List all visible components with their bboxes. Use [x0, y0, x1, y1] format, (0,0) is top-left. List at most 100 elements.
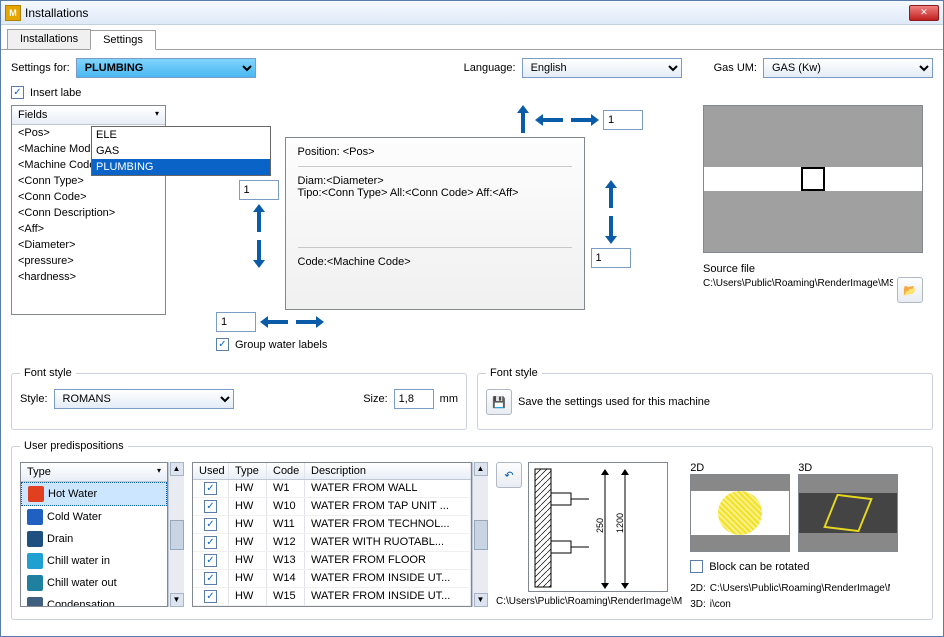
tab-installations[interactable]: Installations: [7, 29, 91, 49]
tech-path-label: C:\Users\Public\Roaming\RenderImage\M: [496, 596, 682, 607]
field-item[interactable]: <Aff>: [12, 221, 165, 237]
used-checkbox[interactable]: [204, 518, 217, 531]
spin-bottom-input[interactable]: [216, 312, 256, 332]
chevron-down-icon: ▾: [155, 109, 159, 121]
font-style-legend: Font style: [20, 367, 76, 379]
browse-button[interactable]: 📂: [897, 277, 923, 303]
option-plumbing[interactable]: PLUMBING: [92, 159, 270, 175]
cell-type: HW: [229, 552, 267, 569]
condensation-icon: [27, 597, 43, 607]
table-scrollbar[interactable]: ▲ ▼: [472, 462, 488, 607]
used-checkbox[interactable]: [204, 590, 217, 603]
type-list[interactable]: Type▾ Hot Water Cold Water Drain Chill w…: [20, 462, 168, 607]
spin-right-input[interactable]: [591, 248, 631, 268]
gas-um-combo[interactable]: GAS (Kw): [763, 58, 933, 78]
spin-top-input[interactable]: [603, 110, 643, 130]
type-item[interactable]: Chill water in: [21, 550, 167, 572]
table-row[interactable]: HWW11WATER FROM TECHNOL...: [193, 516, 471, 534]
col-code: Code: [267, 463, 305, 479]
type-item[interactable]: Hot Water: [21, 482, 167, 506]
window: M Installations ✕ Installations Settings…: [0, 0, 944, 637]
titlebar: M Installations ✕: [1, 1, 943, 25]
field-item[interactable]: <Conn Code>: [12, 189, 165, 205]
tech-drawing-preview: 250 1200: [528, 462, 668, 592]
cell-desc: WATER FROM TAP UNIT ...: [305, 498, 471, 515]
table-row[interactable]: HWW10WATER FROM TAP UNIT ...: [193, 498, 471, 516]
field-item[interactable]: <Conn Description>: [12, 205, 165, 221]
table-row[interactable]: HWW14WATER FROM INSIDE UT...: [193, 570, 471, 588]
chill-out-icon: [27, 575, 43, 591]
type-item[interactable]: Condensation: [21, 594, 167, 607]
language-combo[interactable]: English: [522, 58, 682, 78]
top-row: Settings for: PLUMBING Language: English…: [11, 58, 933, 78]
square-preview: [703, 105, 923, 253]
field-item[interactable]: <pressure>: [12, 253, 165, 269]
twod-label: 2D: [690, 462, 790, 474]
table-row[interactable]: HWW15WATER FROM INSIDE UT...: [193, 588, 471, 606]
insert-label-checkbox[interactable]: [11, 86, 24, 99]
type-scrollbar[interactable]: ▲ ▼: [168, 462, 184, 607]
threed-label: 3D: [798, 462, 898, 474]
cell-desc: WATER FROM FLOOR: [305, 552, 471, 569]
type-item[interactable]: Drain: [21, 528, 167, 550]
threed-path: i\con: [710, 599, 890, 611]
group-water-label: Group water labels: [235, 339, 327, 351]
field-item[interactable]: <Diameter>: [12, 237, 165, 253]
scroll-thumb[interactable]: [474, 520, 488, 550]
option-gas[interactable]: GAS: [92, 143, 270, 159]
table-row[interactable]: HWW13WATER FROM FLOOR: [193, 552, 471, 570]
undo-button[interactable]: ↶: [496, 462, 522, 488]
block-rotated-checkbox[interactable]: [690, 560, 703, 573]
option-ele[interactable]: ELE: [92, 127, 270, 143]
col-type: Type: [229, 463, 267, 479]
app-icon: M: [5, 5, 21, 21]
used-checkbox[interactable]: [204, 572, 217, 585]
drain-icon: [27, 531, 43, 547]
used-checkbox[interactable]: [204, 500, 217, 513]
mm-label: mm: [440, 393, 458, 405]
tap-icon: [28, 486, 44, 502]
cell-desc: WATER FROM INSIDE UT...: [305, 588, 471, 605]
style-label: Style:: [20, 393, 48, 405]
source-file-label: Source file: [703, 263, 755, 275]
size-input[interactable]: [394, 389, 434, 409]
close-button[interactable]: ✕: [909, 5, 939, 21]
type-header: Type▾: [21, 463, 167, 482]
table-row[interactable]: HWW12WATER WITH RUOTABL...: [193, 534, 471, 552]
cell-desc: WATER WITH RUOTABL...: [305, 534, 471, 551]
type-item[interactable]: Cold Water: [21, 506, 167, 528]
arrow-left-icon: [535, 112, 565, 128]
twod-label-2: 2D:: [690, 583, 706, 595]
twod-path: C:\Users\Public\Roaming\RenderImage\MSC4…: [710, 583, 890, 595]
preview-line: Position: <Pos>: [298, 146, 572, 158]
cell-desc: WATER FROM WALL: [305, 480, 471, 497]
style-combo[interactable]: ROMANS: [54, 389, 234, 409]
group-water-checkbox[interactable]: [216, 338, 229, 351]
scroll-down-icon[interactable]: ▼: [170, 593, 184, 607]
cell-type: HW: [229, 588, 267, 605]
settings-for-dropdown-list[interactable]: ELE GAS PLUMBING: [91, 126, 271, 176]
table-header: Used Type Code Description: [193, 463, 471, 480]
scroll-up-icon[interactable]: ▲: [170, 462, 184, 476]
tech-drawing-svg: 250 1200: [529, 463, 669, 593]
scroll-thumb[interactable]: [170, 520, 184, 550]
used-checkbox[interactable]: [204, 536, 217, 549]
used-checkbox[interactable]: [204, 554, 217, 567]
used-checkbox[interactable]: [204, 482, 217, 495]
spin-left-input[interactable]: [239, 180, 279, 200]
save-settings-button[interactable]: 💾: [486, 389, 512, 415]
table-body: HWW1WATER FROM WALLHWW10WATER FROM TAP U…: [193, 480, 471, 606]
preview-line: Tipo:<Conn Type> All:<Conn Code> Aff:<Af…: [298, 187, 572, 199]
undo-icon: ↶: [504, 469, 513, 482]
table-row[interactable]: HWW1WATER FROM WALL: [193, 480, 471, 498]
predisp-table[interactable]: Used Type Code Description HWW1WATER FRO…: [192, 462, 472, 607]
cell-type: HW: [229, 498, 267, 515]
tab-settings[interactable]: Settings: [90, 30, 156, 50]
scroll-down-icon[interactable]: ▼: [474, 593, 488, 607]
arrow-right-icon: [569, 112, 599, 128]
settings-for-combo[interactable]: PLUMBING: [76, 58, 256, 78]
type-item[interactable]: Chill water out: [21, 572, 167, 594]
field-item[interactable]: <hardness>: [12, 269, 165, 285]
gas-um-label: Gas UM:: [714, 62, 757, 74]
scroll-up-icon[interactable]: ▲: [474, 462, 488, 476]
